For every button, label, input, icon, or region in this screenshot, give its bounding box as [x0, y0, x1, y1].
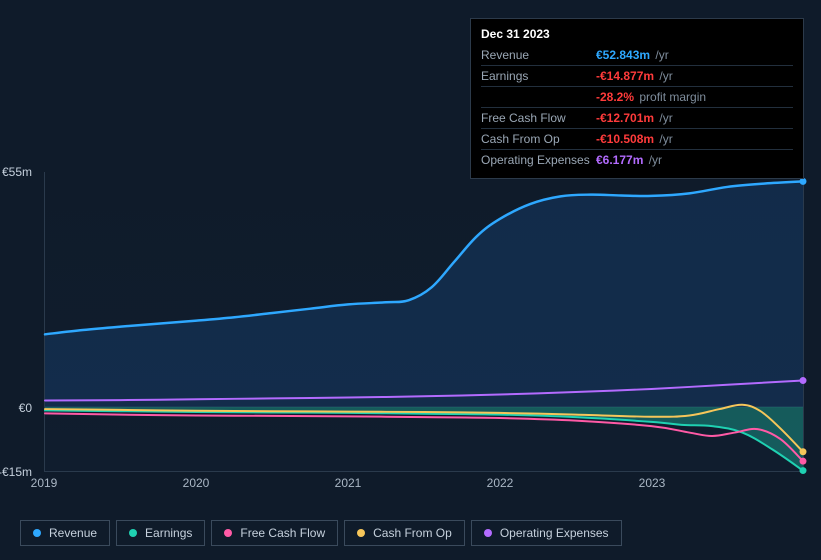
tooltip-row-label: [481, 87, 596, 108]
legend-dot-icon: [357, 529, 365, 537]
x-axis-tick-label: 2019: [31, 476, 58, 490]
data-tooltip: Dec 31 2023 Revenue€52.843m /yrEarnings-…: [470, 18, 804, 179]
legend-label: Revenue: [49, 526, 97, 540]
legend-label: Cash From Op: [373, 526, 452, 540]
tooltip-row-label: Operating Expenses: [481, 150, 596, 171]
tooltip-row-value: €6.177m /yr: [596, 150, 793, 171]
legend-item[interactable]: Operating Expenses: [471, 520, 622, 546]
tooltip-row-label: Revenue: [481, 45, 596, 66]
financial-line-chart: 20192020202120222023 €55m€0-€15m: [18, 160, 804, 480]
tooltip-row-value: -€12.701m /yr: [596, 108, 793, 129]
tooltip-row-label: Free Cash Flow: [481, 108, 596, 129]
y-axis-tick-label: €55m: [2, 165, 32, 179]
tooltip-row-value: -€14.877m /yr: [596, 66, 793, 87]
x-axis-tick-label: 2022: [487, 476, 514, 490]
tooltip-row-label: Earnings: [481, 66, 596, 87]
chart-legend: Revenue Earnings Free Cash Flow Cash From O…: [20, 520, 622, 546]
legend-label: Free Cash Flow: [240, 526, 325, 540]
y-axis-tick-label: -€15m: [0, 465, 32, 479]
legend-item[interactable]: Cash From Op: [344, 520, 465, 546]
legend-dot-icon: [484, 529, 492, 537]
tooltip-row-value: -€10.508m /yr: [596, 129, 793, 150]
legend-label: Earnings: [145, 526, 192, 540]
legend-dot-icon: [33, 529, 41, 537]
legend-item[interactable]: Earnings: [116, 520, 205, 546]
legend-item[interactable]: Revenue: [20, 520, 110, 546]
tooltip-row-label: Cash From Op: [481, 129, 596, 150]
legend-dot-icon: [129, 529, 137, 537]
x-axis-tick-label: 2020: [183, 476, 210, 490]
legend-label: Operating Expenses: [500, 526, 609, 540]
tooltip-table: Revenue€52.843m /yrEarnings-€14.877m /yr…: [481, 45, 793, 170]
chart-plot-area[interactable]: [44, 172, 804, 472]
x-axis-tick-label: 2021: [335, 476, 362, 490]
y-axis-tick-label: €0: [19, 401, 32, 415]
legend-item[interactable]: Free Cash Flow: [211, 520, 338, 546]
chart-svg: [45, 172, 803, 471]
chart-x-axis: 20192020202120222023: [44, 476, 804, 496]
x-axis-tick-label: 2023: [639, 476, 666, 490]
tooltip-date: Dec 31 2023: [481, 27, 793, 45]
legend-dot-icon: [224, 529, 232, 537]
tooltip-row-value: €52.843m /yr: [596, 45, 793, 66]
tooltip-row-value: -28.2% profit margin: [596, 87, 793, 108]
